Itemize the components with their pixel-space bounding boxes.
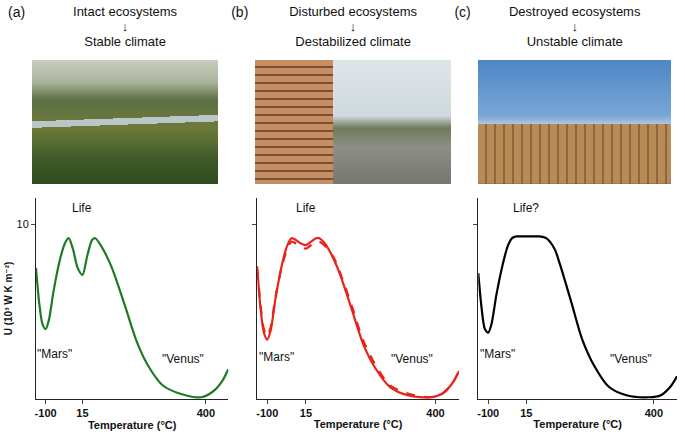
- html-text:Stable climate: Stable climate: [84, 34, 166, 49]
- svg-text:-100: -100: [35, 407, 57, 419]
- svg-text:15: 15: [300, 407, 312, 419]
- svg-text:15: 15: [520, 407, 532, 419]
- svg-text:U (10³ W K m⁻²): U (10³ W K m⁻²): [3, 262, 14, 336]
- svg-text:Temperature (°C): Temperature (°C): [533, 418, 622, 430]
- svg-text:"Mars": "Mars": [37, 347, 72, 361]
- svg-text:10: 10: [17, 218, 29, 230]
- svg-text:400: 400: [197, 407, 215, 419]
- svg-text:Life: Life: [72, 201, 92, 215]
- svg-text:400: 400: [426, 407, 444, 419]
- html-text:Destabilized climate: Destabilized climate: [295, 34, 411, 49]
- svg-text:400: 400: [645, 407, 663, 419]
- svg-text:Life: Life: [296, 201, 316, 215]
- html-text:Destroyed ecosystems: Destroyed ecosystems: [509, 4, 641, 19]
- html-text:(b): (b): [231, 4, 249, 20]
- html-text:Disturbed ecosystems: Disturbed ecosystems: [289, 4, 417, 19]
- html-text:Intact ecosystems: Intact ecosystems: [73, 4, 178, 19]
- svg-text:Temperature (°C): Temperature (°C): [314, 418, 403, 430]
- html-text:(c): (c): [454, 4, 471, 20]
- html-text:Unstable climate: Unstable climate: [526, 34, 623, 49]
- svg-text:-100: -100: [256, 407, 278, 419]
- svg-text:-100: -100: [477, 407, 499, 419]
- svg-text:15: 15: [76, 407, 88, 419]
- svg-text:Temperature (°C): Temperature (°C): [88, 419, 177, 431]
- html-text:(a): (a): [8, 4, 26, 20]
- svg-text:"Venus": "Venus": [162, 352, 204, 366]
- svg-text:Life?: Life?: [513, 201, 539, 215]
- svg-text:"Venus": "Venus": [391, 352, 433, 366]
- svg-text:"Mars": "Mars": [480, 347, 515, 361]
- svg-text:"Venus": "Venus": [610, 352, 652, 366]
- svg-text:"Mars": "Mars": [259, 350, 294, 364]
